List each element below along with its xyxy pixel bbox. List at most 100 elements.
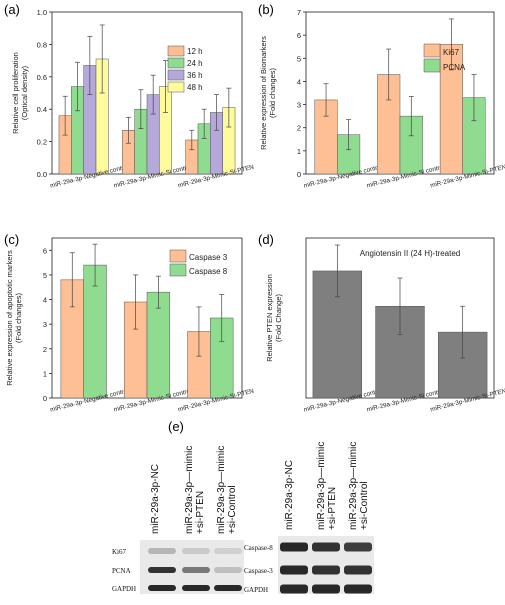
row-label: GAPDH — [244, 586, 268, 594]
blot-band — [280, 584, 308, 594]
y-axis-label-line: Relative expression of Biomarkers — [259, 36, 268, 150]
lane-header-line: miR-29a-3p-NC — [150, 464, 161, 534]
lane-header-line: +si-PTEN — [195, 491, 206, 534]
y-tick-label: 0.8 — [37, 40, 47, 49]
legend-label: 12 h — [187, 47, 203, 56]
lane-header-line: +si-PTEN — [327, 487, 338, 530]
legend-swatch — [169, 249, 187, 263]
y-tick-label: 3 — [43, 320, 47, 329]
blot-band — [214, 567, 242, 573]
legend: 12 h 24 h 36 h 48 h — [167, 45, 203, 93]
row-label: Ki67 — [112, 548, 127, 556]
legend-swatch — [167, 69, 185, 81]
blot-band — [148, 567, 176, 573]
y-axis-label: Relative cell proliferation(Optical dens… — [11, 52, 29, 134]
blot-band — [280, 565, 308, 575]
legend-swatch — [167, 81, 185, 93]
legend-label: PCNA — [443, 63, 466, 72]
y-tick-label: 1 — [297, 147, 301, 156]
legend-swatch — [423, 58, 441, 73]
legend-label: 36 h — [187, 71, 203, 80]
y-axis-label-line: (Fold Change) — [274, 294, 283, 342]
legend-swatch — [423, 43, 441, 58]
legend-label: Caspase 3 — [189, 253, 228, 262]
y-axis-label: Relative PTEN expression(Fold Change) — [265, 274, 283, 362]
y-tick-label: 5 — [297, 54, 301, 63]
blot-band — [344, 565, 372, 575]
blot-band — [214, 548, 242, 554]
y-tick-label: 1 — [43, 369, 47, 378]
panel-label: (a) — [4, 2, 20, 17]
y-tick-label: 4 — [43, 296, 47, 305]
lane-header-line: miR-29a-3p-NC — [284, 460, 295, 530]
y-tick-label: 5 — [43, 271, 47, 280]
legend-swatch — [169, 263, 187, 277]
y-tick-label: 0.4 — [37, 105, 47, 114]
lane-header-line: +si-Control — [359, 481, 370, 530]
panel-label: (c) — [4, 232, 19, 247]
blot-band — [344, 542, 372, 552]
lane-header-line: miR-29a-3p—mimic — [316, 442, 327, 530]
lane-header: miR-29a-3p—mimic+si-PTEN — [316, 442, 338, 530]
y-tick-label: 0 — [43, 394, 47, 403]
panel-label: (e) — [168, 419, 184, 434]
blot-right: miR-29a-3p-NC miR-29a-3p—mimic+si-PTEN miR… — [244, 442, 374, 594]
y-axis-label-line: Relative cell proliferation — [11, 52, 20, 134]
legend-label: 24 h — [187, 59, 203, 68]
legend-label: 48 h — [187, 83, 203, 92]
legend-label: Caspase 8 — [189, 267, 228, 276]
blot-band — [182, 567, 210, 573]
blot-band — [312, 542, 340, 552]
y-tick-label: 2 — [43, 345, 47, 354]
legend: Caspase 3 Caspase 8 — [169, 249, 228, 277]
blot-band — [280, 542, 308, 552]
y-tick-label: 4 — [297, 77, 301, 86]
y-tick-label: 0.6 — [37, 73, 47, 82]
blot-band — [312, 565, 340, 575]
chart-title: Angiotensin II (24 H)-treated — [360, 249, 461, 258]
lane-header: miR-29a-3p—mimic+si-Control — [216, 446, 238, 534]
y-tick-label: 0 — [297, 170, 301, 179]
blot-band — [182, 548, 210, 554]
row-label: GAPDH — [112, 585, 136, 593]
blot-band — [148, 585, 176, 591]
y-axis-label: Relative expression of apoptotic markers… — [5, 250, 23, 386]
chart-panel-b: (b) 0 1 2 3 4 5 6 7 Relative expression of Biomar… — [258, 2, 505, 190]
blot-band — [344, 584, 372, 594]
y-tick-label: 7 — [297, 8, 301, 17]
chart-panel-d: (d) Relative PTEN expression(Fold Change)… — [258, 232, 505, 414]
lane-header-line: +si-Control — [227, 485, 238, 534]
panel-label: (b) — [258, 2, 274, 17]
y-tick-label: 6 — [43, 246, 47, 255]
y-tick-label: 6 — [297, 31, 301, 40]
blot-band — [312, 584, 340, 594]
lane-header-line: miR-29a-3p—mimic — [348, 442, 359, 530]
y-tick-label: 0.2 — [37, 138, 47, 147]
chart-panel-c: (c) 0 1 2 3 4 5 6 Relative expression of apoptot… — [4, 232, 255, 414]
chart-panel-a: (a) 0.0 0.2 0.4 0.6 0.8 1.0 Relative cell proli… — [4, 2, 255, 190]
legend-label: Ki67 — [443, 48, 460, 57]
lane-header: miR-29a-3p-NC — [284, 460, 295, 530]
legend: Ki67 PCNA — [423, 43, 466, 73]
row-label: Caspase-3 — [244, 567, 273, 575]
lane-header-line: miR-29a-3p—mimic — [184, 446, 195, 534]
y-tick-label: 2 — [297, 124, 301, 133]
y-axis-label-line: (Fold changes) — [14, 292, 23, 343]
blot-band — [214, 585, 242, 591]
blot-band — [182, 585, 210, 591]
y-tick-label: 0.0 — [37, 170, 47, 179]
y-tick-label: 1.0 — [37, 8, 47, 17]
lane-header: miR-29a-3p—mimic+si-PTEN — [184, 446, 206, 534]
legend-swatch — [167, 57, 185, 69]
y-axis-label: Relative expression of Biomarkers(Fold c… — [259, 36, 277, 150]
y-axis-label-line: (Optical density) — [20, 65, 29, 120]
row-label: Caspase-8 — [244, 544, 273, 552]
panel-label: (d) — [258, 232, 274, 247]
y-axis-label-line: Relative PTEN expression — [265, 274, 274, 362]
row-label: PCNA — [112, 567, 131, 575]
legend-swatch — [167, 45, 185, 57]
blot-left: miR-29a-3p-NC miR-29a-3p—mimic+si-PTEN miR… — [112, 446, 244, 594]
y-tick-label: 3 — [297, 101, 301, 110]
lane-header: miR-29a-3p—mimic+si-Control — [348, 442, 370, 530]
